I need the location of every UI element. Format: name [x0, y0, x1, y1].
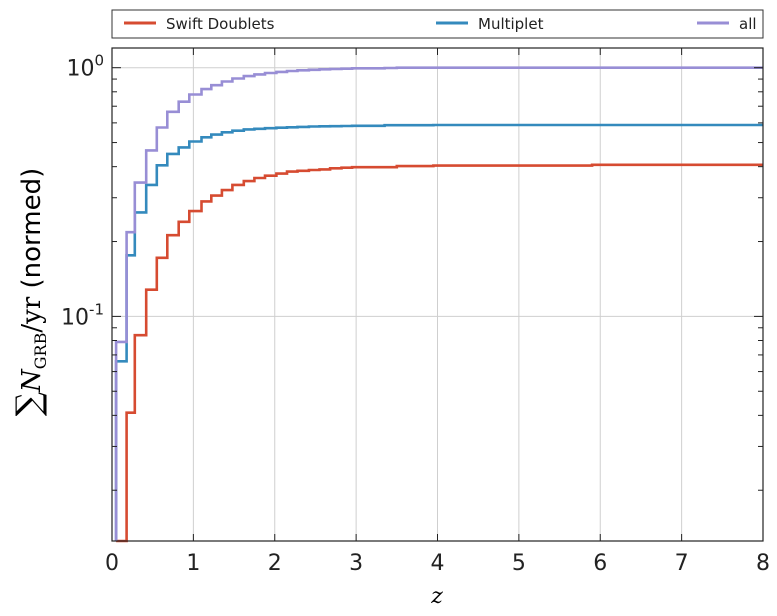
x-tick-label: 3 [349, 551, 363, 576]
y-axis-label-rest: (normed) [17, 168, 47, 297]
legend-label: Multiplet [478, 15, 544, 33]
series-line-all [114, 66, 763, 541]
y-axis-label-sub: GRB [31, 333, 50, 370]
legend-label: Swift Doublets [166, 15, 275, 33]
legend-label: all [739, 15, 757, 33]
y-axis-label-per: /yr [17, 296, 47, 332]
x-tick-label: 1 [186, 551, 200, 576]
ticks: 0 1 2 3 4 5 6 7 8 10-1 100 [61, 48, 770, 576]
x-tick-label: 4 [431, 551, 445, 576]
y-axis-label-n: N [17, 368, 47, 393]
series-layer [114, 66, 763, 543]
x-tick-label: 2 [268, 551, 282, 576]
x-tick-label: 6 [593, 551, 607, 576]
series-line-multiplet [114, 123, 763, 541]
x-tick-label: 7 [675, 551, 689, 576]
svg-text:∑NGRB/yr (normed): ∑NGRB/yr (normed) [9, 168, 50, 417]
x-axis-label: z [430, 584, 443, 609]
y-axis-label: ∑NGRB/yr (normed) [9, 168, 50, 417]
y-tick-label: 10-1 [61, 300, 104, 330]
x-tick-label: 5 [512, 551, 526, 576]
x-tick-label: 0 [105, 551, 119, 576]
series-line-swift-doublets [116, 163, 763, 543]
x-tick-label: 8 [756, 551, 770, 576]
y-tick-label: 100 [66, 52, 104, 82]
y-axis-label-sum: ∑ [9, 392, 49, 416]
legend: Swift Doublets Multiplet all [111, 9, 764, 39]
